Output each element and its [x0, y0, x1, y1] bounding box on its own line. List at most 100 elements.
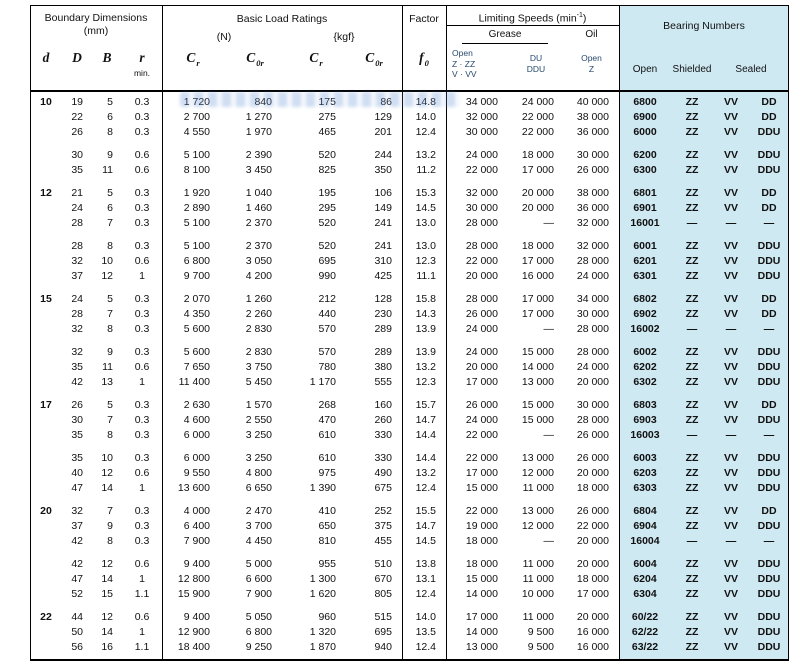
cell-open: 6901	[633, 202, 657, 214]
cell-vv: VV	[723, 520, 738, 532]
cell-s3: 28 000	[576, 255, 609, 267]
cell-s1: 14 000	[465, 588, 498, 600]
cell-c0rn: 2 830	[245, 346, 272, 358]
table-row: 22 6 0.3 2 700 1 270 275 129 14.0 32 000 22 000 38…	[30, 110, 789, 125]
cell-f0: 13.2	[415, 361, 436, 373]
cell-d	[30, 572, 62, 587]
row-group: 12 21 5 0.3 1 920 1 040 195 106 15.3 32 000 20 000…	[30, 186, 789, 231]
cell-c0rn: 2 550	[245, 414, 272, 426]
cell-d	[30, 466, 62, 481]
cell-r: 0.6	[134, 149, 150, 161]
cell-open: 6203	[633, 467, 657, 479]
cell-vv: VV	[723, 558, 738, 570]
cell-c0rn: 6 800	[245, 626, 272, 638]
table-row: 35 8 0.3 6 000 3 250 610 330 14.4 22 000 — 26 000 1…	[30, 428, 789, 443]
table-row: 42 12 0.6 9 400 5 000 955 510 13.8 18 000 11 000 2…	[30, 557, 789, 572]
cell-crk: 570	[318, 323, 336, 335]
cell-sh: ZZ	[685, 611, 699, 623]
cell-D: 37	[71, 270, 83, 282]
cell-crk: 465	[318, 126, 336, 138]
cell-s3: 20 000	[576, 558, 609, 570]
cell-s2: 15 000	[521, 399, 554, 411]
cell-s3: 28 000	[576, 346, 609, 358]
cell-f0: 14.7	[415, 520, 436, 532]
cell-crk: 650	[318, 520, 336, 532]
cell-crn: 6 800	[183, 255, 210, 267]
speed-col-line: Z	[588, 63, 595, 74]
cell-s3: 30 000	[576, 149, 609, 161]
cell-D: 28	[71, 217, 83, 229]
cell-f0: 15.5	[415, 505, 436, 517]
cell-c0rk: 201	[374, 126, 392, 138]
cell-crk: 990	[318, 270, 336, 282]
cell-crn: 11 400	[178, 376, 210, 388]
table-row: 32 9 0.3 5 600 2 830 570 289 13.9 24 000 15 000 28…	[30, 345, 789, 360]
cell-s1: 22 000	[465, 164, 498, 176]
cell-s1: 22 000	[465, 255, 498, 267]
cell-D: 47	[71, 573, 83, 585]
cell-r: 0.3	[134, 414, 150, 426]
cell-r: 0.3	[134, 187, 150, 199]
cell-B: 7	[107, 505, 113, 517]
cell-crk: 1 620	[309, 588, 336, 600]
cell-c0rn: 4 200	[245, 270, 272, 282]
column-symbol-cr-kgf: Cr	[286, 50, 346, 68]
boundary-title: Boundary Dimensions (mm)	[30, 12, 162, 38]
cell-vv: VV	[723, 376, 738, 388]
cell-c0rk: 244	[374, 149, 392, 161]
cell-f0: 14.8	[415, 96, 436, 108]
cell-f0: 12.4	[415, 588, 436, 600]
cell-s1: 17 000	[465, 467, 498, 479]
cell-f0: 13.2	[415, 149, 436, 161]
cell-D: 30	[71, 414, 83, 426]
cell-r: 0.3	[134, 240, 150, 252]
cell-d: 12	[40, 187, 52, 199]
cell-f0: 14.0	[415, 111, 436, 123]
cell-f0: 14.7	[415, 414, 436, 426]
cell-crn: 2 890	[183, 202, 210, 214]
cell-s2: 17 000	[521, 293, 554, 305]
cell-crn: 5 600	[183, 346, 210, 358]
cell-sh: —	[686, 535, 698, 547]
cell-f0: 15.8	[415, 293, 436, 305]
cell-open: 6000	[633, 126, 657, 138]
cell-dd: —	[763, 535, 775, 547]
cell-sh: ZZ	[685, 149, 699, 161]
cell-crk: 1 390	[309, 482, 336, 494]
cell-open: 6904	[633, 520, 657, 532]
cell-s1: 20 000	[465, 270, 498, 282]
cell-vv: VV	[723, 482, 738, 494]
cell-s2: 15 000	[521, 346, 554, 358]
cell-vv: VV	[723, 126, 738, 138]
cell-s1: 26 000	[465, 308, 498, 320]
cell-s2: 18 000	[521, 240, 554, 252]
cell-crk: 295	[318, 202, 336, 214]
cell-crk: 410	[318, 505, 336, 517]
cell-crk: 955	[318, 558, 336, 570]
cell-D: 32	[71, 323, 83, 335]
table-row: 28 7 0.3 5 100 2 370 520 241 13.0 28 000 — 32 000 1…	[30, 216, 789, 231]
cell-crn: 7 900	[183, 535, 210, 547]
cell-s2: 11 000	[522, 558, 554, 570]
cell-vv: VV	[723, 255, 738, 267]
cell-B: 8	[107, 126, 113, 138]
cell-r: 1	[139, 482, 145, 494]
cell-s1: 24 000	[465, 346, 498, 358]
table-body: 10 19 5 0.3 1 720 840 175 86 14.8 34 000 24 000 40 …	[30, 92, 789, 655]
cell-crn: 12 800	[177, 573, 210, 585]
cell-crk: 960	[318, 611, 336, 623]
speed-col-du-ddu: DU DDU	[508, 53, 564, 74]
column-symbol-B: B	[102, 50, 112, 65]
cell-open: 6302	[633, 376, 657, 388]
cell-c0rn: 7 900	[245, 588, 272, 600]
cell-s1: 32 000	[465, 111, 498, 123]
cell-open: 16002	[630, 323, 660, 335]
cell-d	[30, 239, 62, 254]
cell-d	[30, 148, 62, 163]
cell-r: 0.3	[134, 452, 150, 464]
cell-crn: 4 000	[183, 505, 210, 517]
cell-crn: 6 400	[183, 520, 210, 532]
table-header: Boundary Dimensions (mm) d D B r min. Ba…	[30, 6, 789, 92]
cell-crk: 520	[318, 149, 336, 161]
bearing-col-sealed: Sealed	[735, 64, 767, 75]
